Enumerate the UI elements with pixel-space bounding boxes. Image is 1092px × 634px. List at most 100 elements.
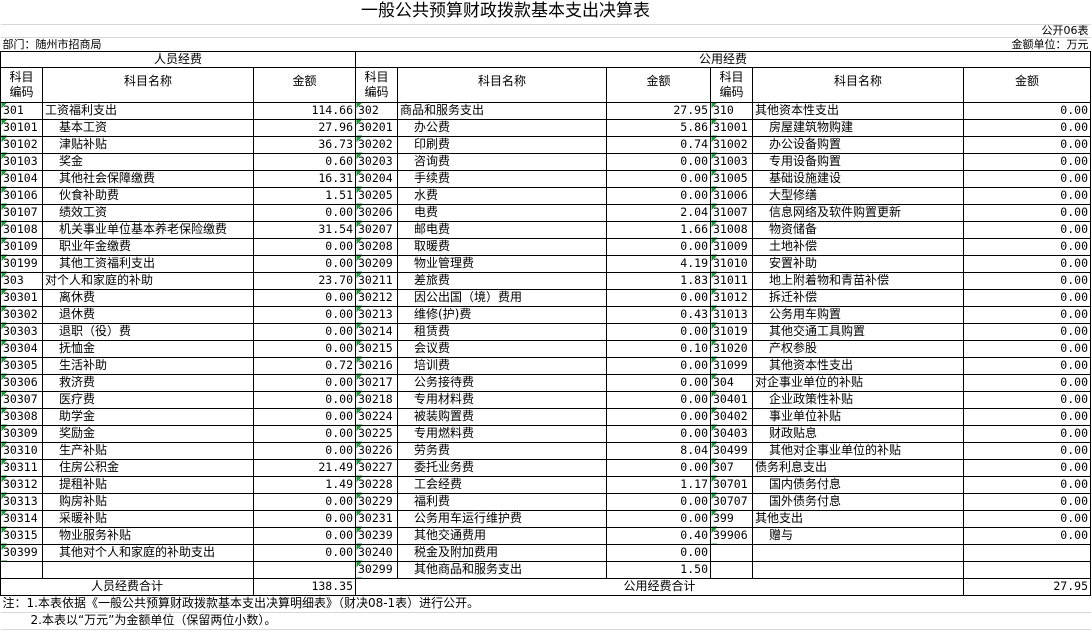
item-amount: 0.00 [963, 356, 1091, 375]
item-code: 30303 [0, 322, 43, 341]
item-amount: 114.66 [253, 101, 356, 120]
item-code: 30217 [355, 373, 398, 392]
item-name: 税金及附加费用 [397, 543, 607, 562]
item-code: 31020 [710, 339, 753, 358]
column-header: 科目名称 [752, 66, 964, 103]
item-code: 31011 [710, 271, 753, 290]
item-code: 30207 [355, 220, 398, 239]
item-amount: 23.70 [253, 271, 356, 290]
item-name: 救济费 [42, 373, 254, 392]
item-code: 304 [710, 373, 753, 392]
item-amount: 0.00 [963, 509, 1091, 528]
item-amount: 5.86 [606, 118, 711, 137]
item-name: 地上附着物和青苗补偿 [752, 271, 964, 290]
item-name: 奖励金 [42, 424, 254, 443]
item-amount: 0.00 [963, 101, 1091, 120]
item-code: 30305 [0, 356, 43, 375]
data-row: 30302 退休费 0.00 30213 维修(护)费 0.43 31013 公务用车购置 0.… [0, 305, 1091, 324]
item-code: 30205 [355, 186, 398, 205]
note: 2.本表以“万元”为金额单位（保留两位小数）。 [0, 612, 1091, 630]
column-header: 科目编码 [710, 66, 753, 103]
column-header: 科目编码 [0, 66, 43, 103]
item-code: 30218 [355, 390, 398, 409]
item-code: 31008 [710, 220, 753, 239]
item-name: 专用燃料费 [397, 424, 607, 443]
data-row: 30106 伙食补助费 1.51 30205 水费 0.00 31006 大型修缮 0.00 [0, 186, 1091, 205]
item-code: 30301 [0, 288, 43, 307]
item-code: 30107 [0, 203, 43, 222]
section-title: 公用经费 [355, 50, 1091, 68]
item-amount: 0.00 [253, 288, 356, 307]
item-code: 30106 [0, 186, 43, 205]
item-code: 30314 [0, 509, 43, 528]
column-header: 金额 [606, 66, 711, 103]
data-row: 30313 购房补贴 0.00 30229 福利费 0.00 30707 国外债务付息 0.00 [0, 492, 1091, 511]
item-amount: 0.00 [963, 526, 1091, 545]
item-code: 310 [710, 101, 753, 120]
item-amount: 0.40 [606, 526, 711, 545]
item-amount: 1.83 [606, 271, 711, 290]
item-code: 30204 [355, 169, 398, 188]
item-name: 其他商品和服务支出 [397, 560, 607, 579]
item-code: 30224 [355, 407, 398, 426]
data-row: 30308 助学金 0.00 30224 被装购置费 0.00 30402 事业单位补贴 0.0… [0, 407, 1091, 426]
item-name: 办公费 [397, 118, 607, 137]
item-amount: 1.17 [606, 475, 711, 494]
item-code: 30199 [0, 254, 43, 273]
item-name: 机关事业单位基本养老保险缴费 [42, 220, 254, 239]
item-name: 绩效工资 [42, 203, 254, 222]
item-code: 30203 [355, 152, 398, 171]
item-amount: 1.51 [253, 186, 356, 205]
item-code: 30104 [0, 169, 43, 188]
item-code: 30313 [0, 492, 43, 511]
data-row: 30399 其他对个人和家庭的补助支出 0.00 30240 税金及附加费用 0.00 [0, 543, 1091, 562]
item-amount: 0.00 [606, 509, 711, 528]
item-amount: 0.00 [606, 492, 711, 511]
item-name: 被装购置费 [397, 407, 607, 426]
item-name: 物业服务补贴 [42, 526, 254, 545]
column-header-text: 科目编码 [364, 69, 389, 99]
item-name: 事业单位补贴 [752, 407, 964, 426]
item-name: 租赁费 [397, 322, 607, 341]
item-name: 土地补偿 [752, 237, 964, 256]
item-amount: 0.00 [963, 458, 1091, 477]
item-code: 30209 [355, 254, 398, 273]
item-name: 其他资本性支出 [752, 356, 964, 375]
data-row: 30304 抚恤金 0.00 30215 会议费 0.10 31020 产权参股 0.00 [0, 339, 1091, 358]
item-code: 303 [0, 271, 43, 290]
item-name: 专用设备购置 [752, 152, 964, 171]
item-name: 水费 [397, 186, 607, 205]
item-name: 购房补贴 [42, 492, 254, 511]
item-amount: 0.00 [606, 322, 711, 341]
item-amount: 0.00 [606, 373, 711, 392]
item-code: 30311 [0, 458, 43, 477]
item-amount: 0.00 [963, 322, 1091, 341]
item-code: 30212 [355, 288, 398, 307]
item-name: 助学金 [42, 407, 254, 426]
item-amount: 0.00 [963, 118, 1091, 137]
column-header: 科目编码 [355, 66, 398, 103]
total-label: 人员经费合计 [0, 577, 254, 596]
item-amount: 31.54 [253, 220, 356, 239]
item-amount: 0.00 [606, 543, 711, 562]
item-code: 30240 [355, 543, 398, 562]
item-amount: 36.73 [253, 135, 356, 154]
item-amount: 0.00 [253, 509, 356, 528]
unit: 金额单位：万元 [1011, 37, 1089, 51]
item-amount: 0.00 [606, 356, 711, 375]
item-code: 30239 [355, 526, 398, 545]
item-amount: 0.00 [963, 339, 1091, 358]
item-amount: 0.60 [253, 152, 356, 171]
item-amount: 0.00 [963, 152, 1091, 171]
column-header-row: 科目编码 科目名称 金额 科目编码 科目名称 金额 科目编码 科目名称 金额 [0, 66, 1091, 103]
item-amount: 0.00 [606, 458, 711, 477]
item-amount: 4.19 [606, 254, 711, 273]
data-row: 30109 职业年金缴费 0.00 30208 取暖费 0.00 31009 土地补偿 0.00 [0, 237, 1091, 256]
data-row: 30305 生活补助 0.72 30216 培训费 0.00 31099 其他资本性支出 0.0… [0, 356, 1091, 375]
total-amount: 138.35 [253, 577, 356, 596]
item-name: 职业年金缴费 [42, 237, 254, 256]
item-amount: 0.00 [253, 441, 356, 460]
item-amount: 0.00 [963, 237, 1091, 256]
data-row: 303 对个人和家庭的补助 23.70 30211 差旅费 1.83 31011 地上附着物和… [0, 271, 1091, 290]
